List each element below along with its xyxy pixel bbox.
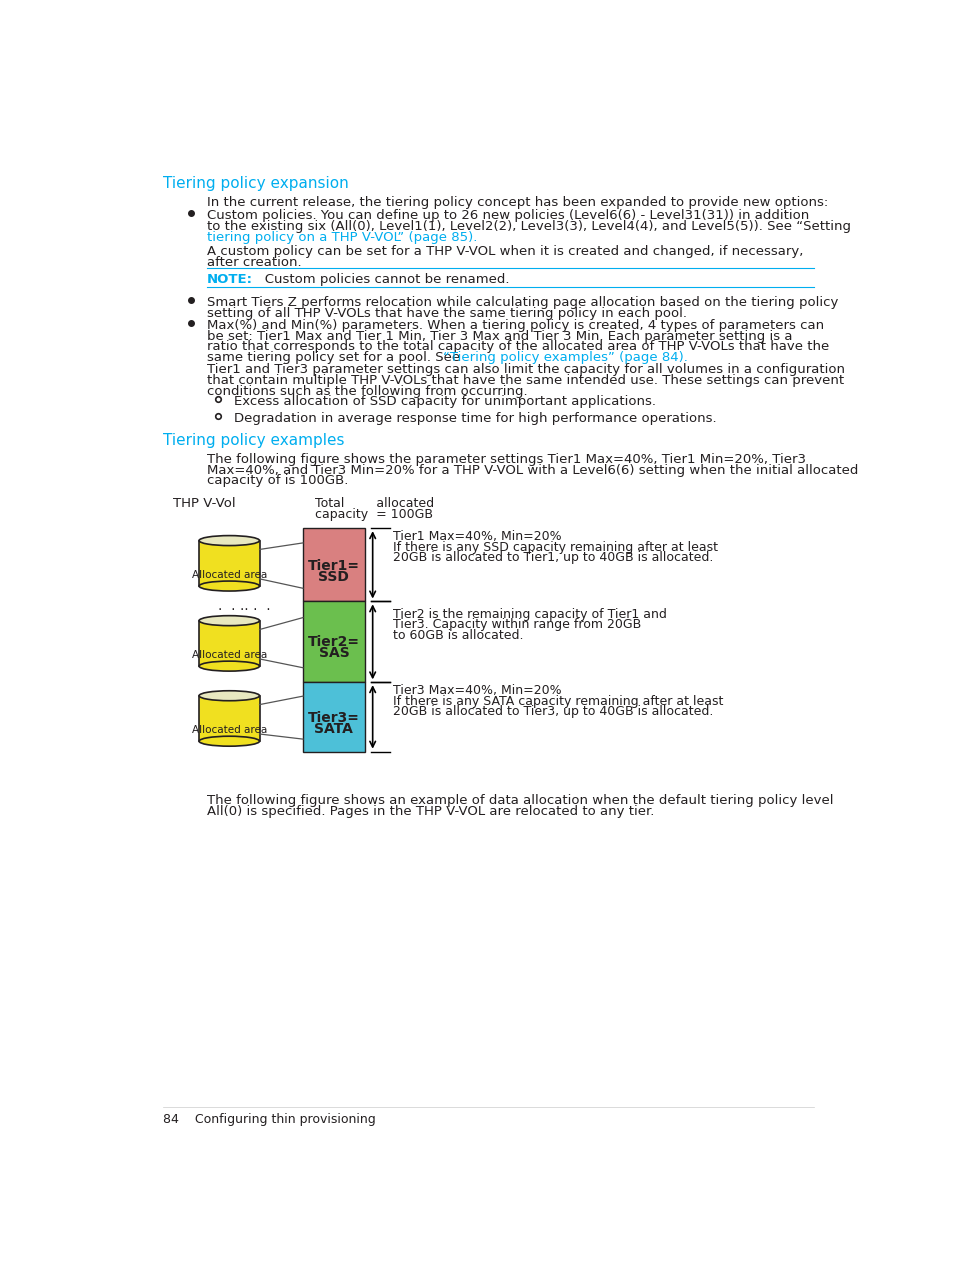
Text: NOTE:: NOTE:: [207, 273, 253, 286]
Text: setting of all THP V-VOLs that have the same tiering policy in each pool.: setting of all THP V-VOLs that have the …: [207, 306, 686, 319]
Ellipse shape: [199, 615, 259, 625]
Bar: [303, 683, 365, 751]
Ellipse shape: [199, 736, 259, 746]
Ellipse shape: [199, 690, 259, 700]
Bar: [303, 529, 365, 601]
Text: that contain multiple THP V-VOLs that have the same intended use. These settings: that contain multiple THP V-VOLs that ha…: [207, 374, 843, 388]
Text: “Tiering policy examples” (page 84).: “Tiering policy examples” (page 84).: [443, 351, 687, 365]
Text: Degradation in average response time for high performance operations.: Degradation in average response time for…: [233, 412, 716, 425]
Text: Total        allocated: Total allocated: [314, 497, 434, 511]
Text: In the current release, the tiering policy concept has been expanded to provide : In the current release, the tiering poli…: [207, 196, 827, 208]
Text: All(0) is specified. Pages in the THP V-VOL are relocated to any tier.: All(0) is specified. Pages in the THP V-…: [207, 805, 654, 817]
Bar: [199, 695, 259, 741]
Text: Allocated area: Allocated area: [192, 726, 267, 735]
Text: Max=40%, and Tier3 Min=20% for a THP V-VOL with a Level6(6) setting when the ini: Max=40%, and Tier3 Min=20% for a THP V-V…: [207, 464, 858, 477]
Text: SSD: SSD: [318, 569, 349, 583]
Text: to 60GB is allocated.: to 60GB is allocated.: [393, 629, 523, 642]
Text: Tier2=: Tier2=: [308, 636, 359, 649]
Text: If there is any SATA capacity remaining after at least: If there is any SATA capacity remaining …: [393, 694, 722, 708]
Ellipse shape: [199, 535, 259, 545]
Text: Tier1 and Tier3 parameter settings can also limit the capacity for all volumes i: Tier1 and Tier3 parameter settings can a…: [207, 364, 844, 376]
Text: Allocated area: Allocated area: [192, 569, 267, 580]
Text: conditions such as the following from occurring.: conditions such as the following from oc…: [207, 385, 527, 398]
Text: Allocated area: Allocated area: [192, 649, 267, 660]
Bar: [303, 601, 365, 683]
Text: Tier2 is the remaining capacity of Tier1 and: Tier2 is the remaining capacity of Tier1…: [393, 608, 666, 620]
Bar: [199, 540, 259, 586]
Text: Custom policies. You can define up to 26 new policies (Level6(6) - Level31(31)) : Custom policies. You can define up to 26…: [207, 210, 808, 222]
Text: If there is any SSD capacity remaining after at least: If there is any SSD capacity remaining a…: [393, 540, 717, 554]
Text: capacity of is 100GB.: capacity of is 100GB.: [207, 474, 348, 487]
Text: Tier1 Max=40%, Min=20%: Tier1 Max=40%, Min=20%: [393, 530, 561, 543]
Text: to the existing six (All(0), Level1(1), Level2(2), Level3(3), Level4(4), and Lev: to the existing six (All(0), Level1(1), …: [207, 220, 850, 234]
Text: Max(%) and Min(%) parameters. When a tiering policy is created, 4 types of param: Max(%) and Min(%) parameters. When a tie…: [207, 319, 823, 332]
Text: ·  ·  ·: · · ·: [218, 602, 249, 616]
Ellipse shape: [199, 661, 259, 671]
Bar: [199, 620, 259, 666]
Text: after creation.: after creation.: [207, 255, 301, 268]
Text: same tiering policy set for a pool. See: same tiering policy set for a pool. See: [207, 351, 464, 365]
Text: The following figure shows an example of data allocation when the default tierin: The following figure shows an example of…: [207, 794, 833, 807]
Text: be set: Tier1 Max and Tier 1 Min, Tier 3 Max and Tier 3 Min. Each parameter sett: be set: Tier1 Max and Tier 1 Min, Tier 3…: [207, 329, 792, 343]
Text: 84    Configuring thin provisioning: 84 Configuring thin provisioning: [163, 1113, 375, 1126]
Text: 20GB is allocated to Tier3, up to 40GB is allocated.: 20GB is allocated to Tier3, up to 40GB i…: [393, 705, 713, 718]
Text: A custom policy can be set for a THP V-VOL when it is created and changed, if ne: A custom policy can be set for a THP V-V…: [207, 245, 802, 258]
Text: Tiering policy expansion: Tiering policy expansion: [163, 175, 349, 191]
Text: Custom policies cannot be renamed.: Custom policies cannot be renamed.: [252, 273, 509, 286]
Text: ·  ·  ·: · · ·: [240, 602, 271, 616]
Text: 20GB is allocated to Tier1, up to 40GB is allocated.: 20GB is allocated to Tier1, up to 40GB i…: [393, 552, 713, 564]
Text: SAS: SAS: [318, 646, 349, 660]
Text: THP V-Vol: THP V-Vol: [172, 497, 235, 511]
Text: The following figure shows the parameter settings Tier1 Max=40%, Tier1 Min=20%, : The following figure shows the parameter…: [207, 452, 805, 465]
Text: Smart Tiers Z performs relocation while calculating page allocation based on the: Smart Tiers Z performs relocation while …: [207, 296, 838, 309]
Text: capacity  = 100GB: capacity = 100GB: [314, 508, 432, 521]
Text: Tier1=: Tier1=: [308, 559, 359, 573]
Text: Tier3. Capacity within range from 20GB: Tier3. Capacity within range from 20GB: [393, 619, 640, 632]
Text: Tiering policy examples: Tiering policy examples: [163, 433, 345, 447]
Text: ratio that corresponds to the total capacity of the allocated area of THP V-VOLs: ratio that corresponds to the total capa…: [207, 341, 828, 353]
Text: SATA: SATA: [314, 722, 353, 736]
Text: tiering policy on a THP V-VOL” (page 85).: tiering policy on a THP V-VOL” (page 85)…: [207, 231, 476, 244]
Text: Tier3=: Tier3=: [308, 712, 359, 726]
Ellipse shape: [199, 581, 259, 591]
Text: Excess allocation of SSD capacity for unimportant applications.: Excess allocation of SSD capacity for un…: [233, 395, 656, 408]
Text: Tier3 Max=40%, Min=20%: Tier3 Max=40%, Min=20%: [393, 684, 561, 697]
